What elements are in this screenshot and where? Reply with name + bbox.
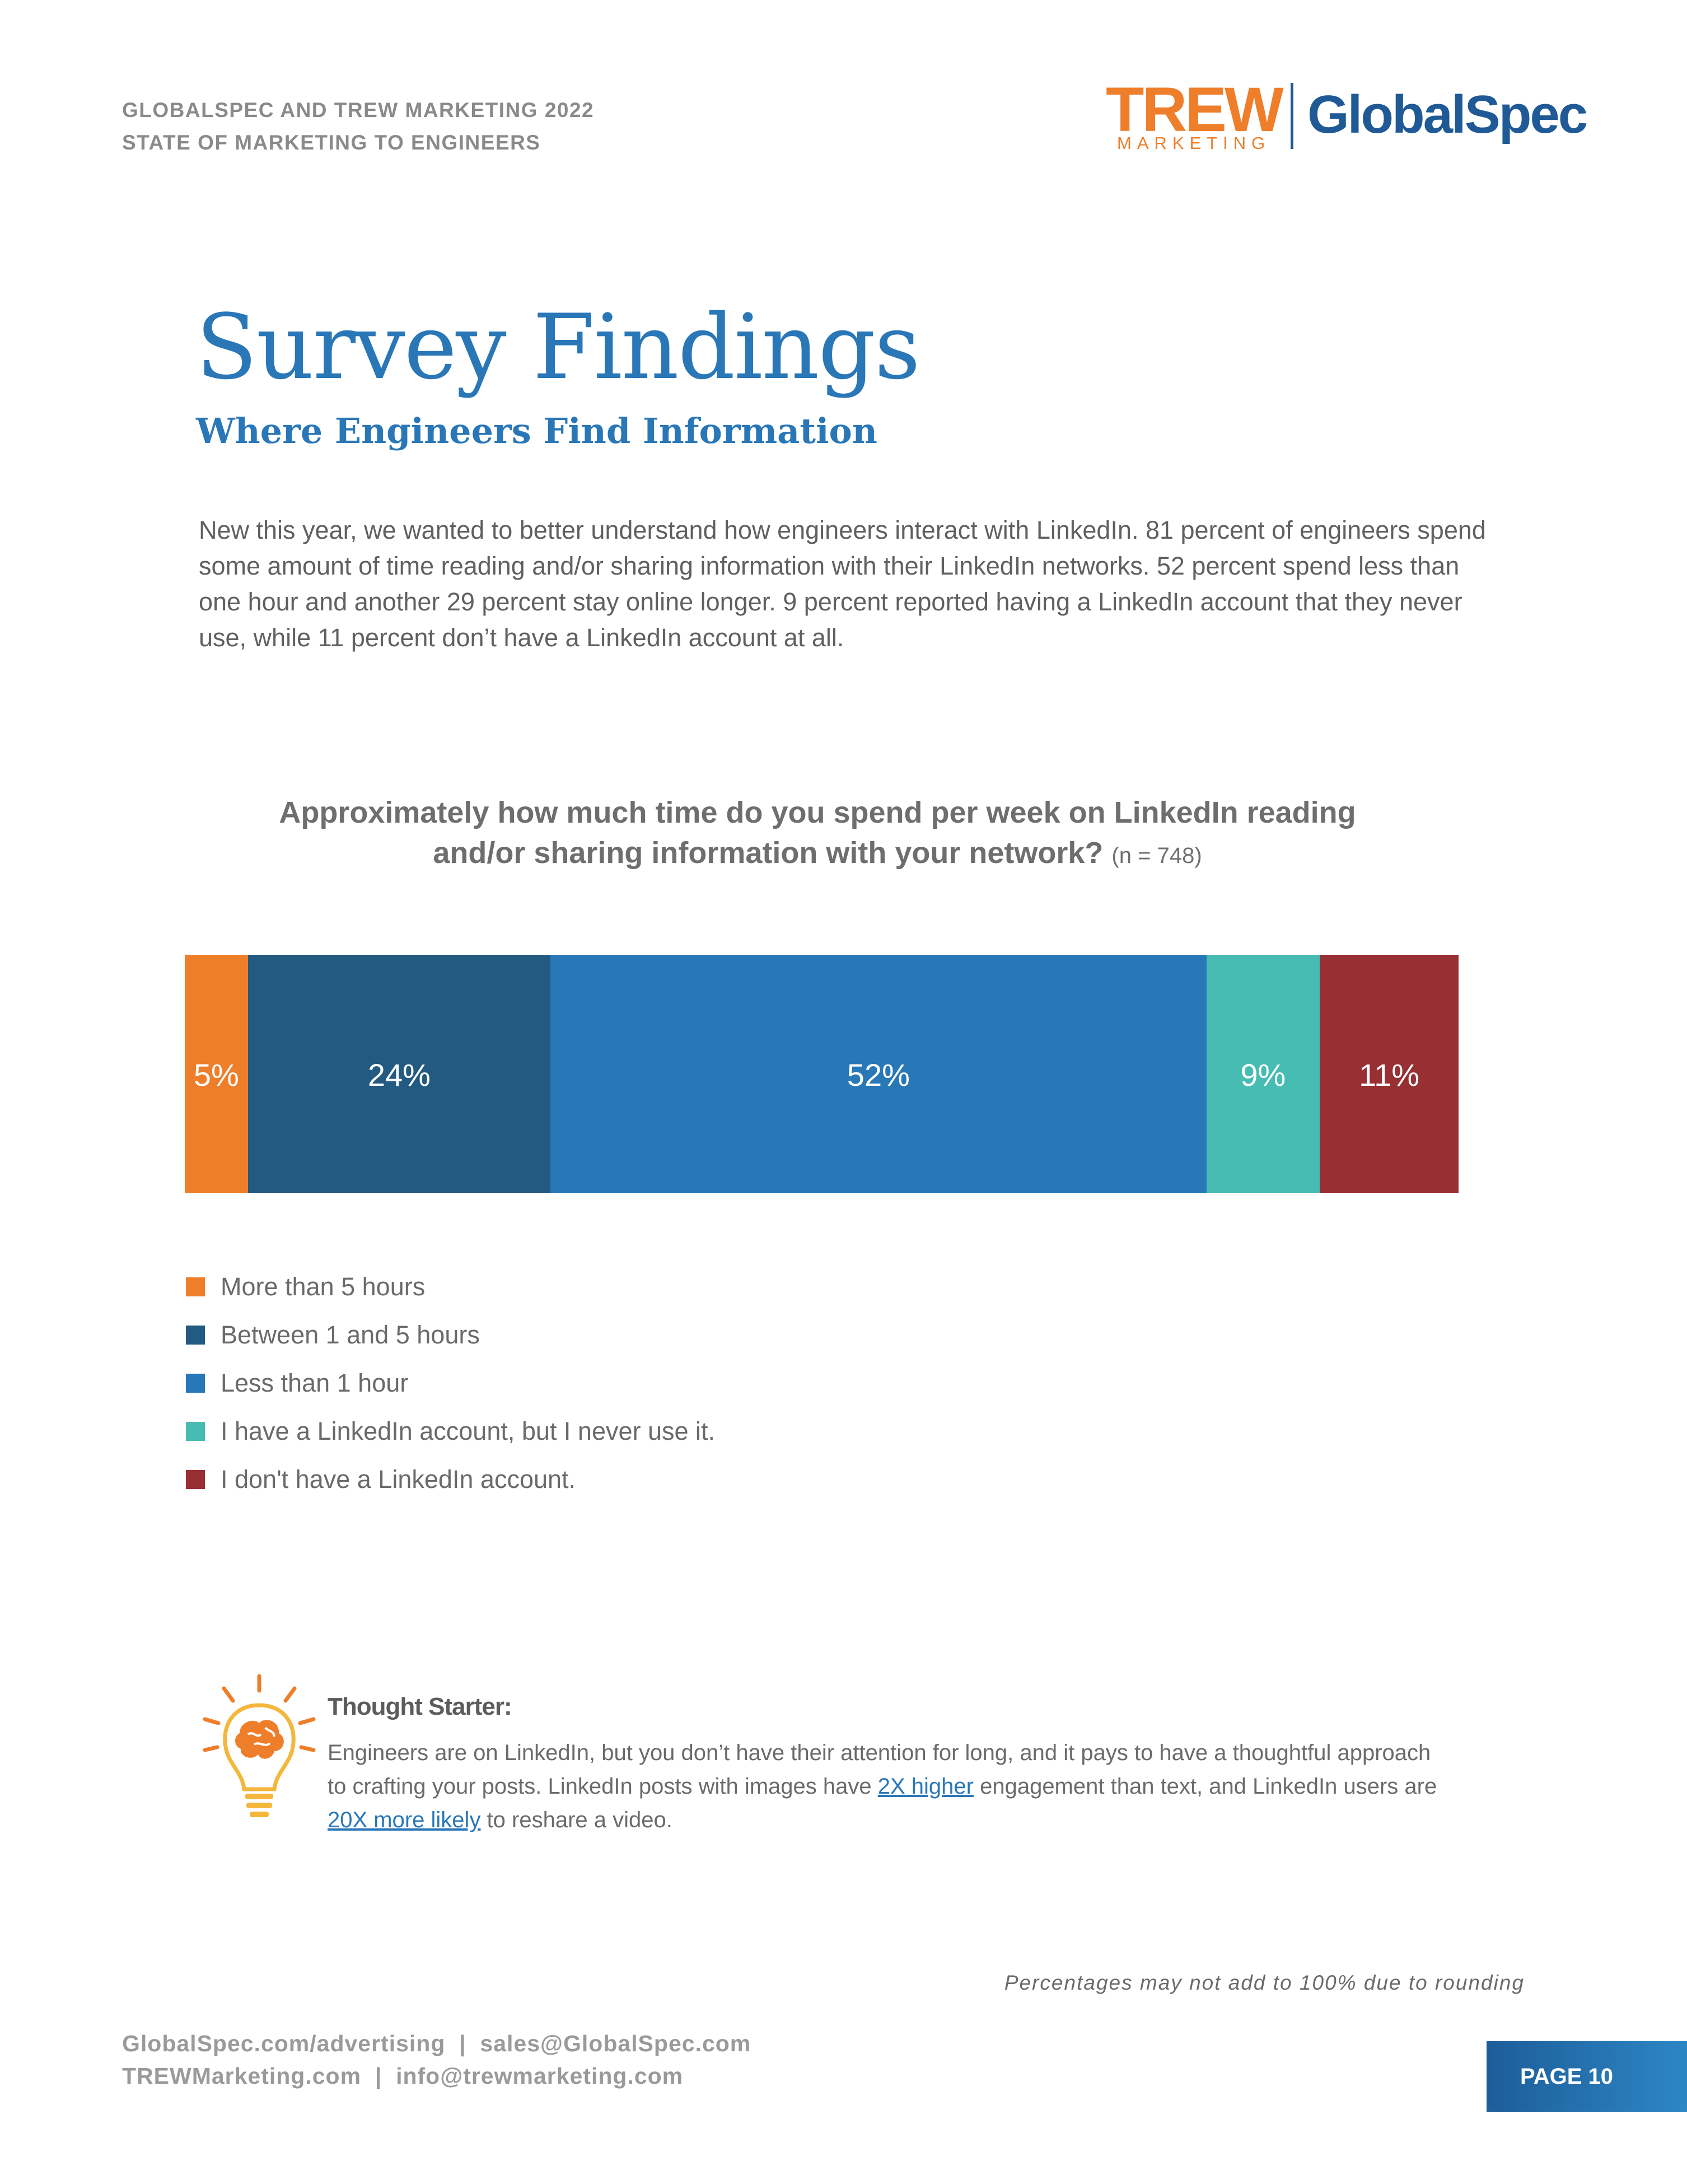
trew-logo: TREW [1106, 74, 1284, 144]
legend-swatch [186, 1277, 205, 1296]
legend-item: I don't have a LinkedIn account. [186, 1455, 715, 1504]
bar-segment-label: 11% [1359, 1057, 1420, 1093]
bar-segment-label: 5% [193, 1057, 239, 1093]
legend-label: I have a LinkedIn account, but I never u… [221, 1417, 716, 1445]
page-title: Survey Findings [196, 295, 920, 399]
report-header-line1: GLOBALSPEC AND TREW MARKETING 2022 [122, 99, 595, 122]
page-footer: GlobalSpec.com/advertising | sales@Globa… [122, 2027, 751, 2092]
report-header: GLOBALSPEC AND TREW MARKETING 2022 STATE… [122, 94, 594, 159]
intro-paragraph: New this year, we wanted to better under… [199, 516, 1486, 652]
legend-label: Less than 1 hour [221, 1369, 409, 1397]
chart-sample-size: (n = 748) [1111, 843, 1202, 868]
bar-segment [185, 955, 249, 1193]
chart-title: Approximately how much time do you spend… [185, 792, 1450, 876]
chart-title-line1: Approximately how much time do you spend… [279, 796, 1356, 829]
thought-starter-text-3: to reshare a video. [480, 1808, 672, 1832]
chart-legend: More than 5 hours Between 1 and 5 hours Le… [186, 1263, 715, 1504]
page-subtitle: Where Engineers Find Information [196, 410, 877, 451]
legend-item: I have a LinkedIn account, but I never u… [186, 1407, 715, 1455]
legend-item: Less than 1 hour [186, 1359, 715, 1407]
bar-segment [550, 955, 1207, 1193]
legend-label: Between 1 and 5 hours [221, 1320, 480, 1349]
chart-title-line2: and/or sharing information with your net… [433, 836, 1104, 870]
trew-logo-marketing: MARKETING [1117, 133, 1271, 153]
footer-globalspec-contact: GlobalSpec.com/advertising | sales@Globa… [122, 2031, 751, 2056]
thought-starter-text-2: engagement than text, and LinkedIn users… [973, 1774, 1437, 1799]
bar-segment [1206, 955, 1320, 1193]
brand-logos: TREW MARKETING GlobalSpec [1106, 74, 1588, 157]
report-header-line2: STATE OF MARKETING TO ENGINEERS [122, 131, 541, 154]
thought-starter-title: Thought Starter: [328, 1693, 512, 1720]
logo-divider [1291, 83, 1293, 149]
bar-segment [1320, 955, 1459, 1193]
page-number-badge: PAGE 10 [1487, 2041, 1687, 2112]
bar-segment [247, 955, 551, 1193]
bar-segment-label: 24% [367, 1057, 431, 1093]
legend-swatch [186, 1326, 205, 1345]
legend-item: Between 1 and 5 hours [186, 1311, 715, 1359]
globalspec-logo: GlobalSpec [1307, 85, 1588, 144]
legend-label: I don't have a LinkedIn account. [221, 1465, 576, 1494]
bar-segment-label: 52% [847, 1057, 910, 1093]
legend-label: More than 5 hours [221, 1272, 426, 1301]
link-2x-higher[interactable]: 2X higher [877, 1774, 974, 1799]
stacked-bar-chart [185, 955, 1459, 1193]
legend-swatch [186, 1374, 205, 1393]
legend-swatch [186, 1422, 205, 1441]
legend-item: More than 5 hours [186, 1263, 715, 1311]
lightbulb-brain-icon [203, 1674, 316, 1817]
thought-starter-text-1: Engineers are on LinkedIn, but you don’t… [328, 1740, 1431, 1799]
footer-trew-contact: TREWMarketing.com | info@trewmarketing.c… [122, 2063, 684, 2089]
rounding-footnote: Percentages may not add to 100% due to r… [1004, 1971, 1525, 1994]
thought-starter-body: Engineers are on LinkedIn, but you don’t… [328, 1736, 1453, 1837]
legend-swatch [186, 1470, 205, 1489]
link-20x-more-likely[interactable]: 20X more likely [328, 1808, 481, 1832]
bar-segment-label: 9% [1240, 1057, 1286, 1093]
